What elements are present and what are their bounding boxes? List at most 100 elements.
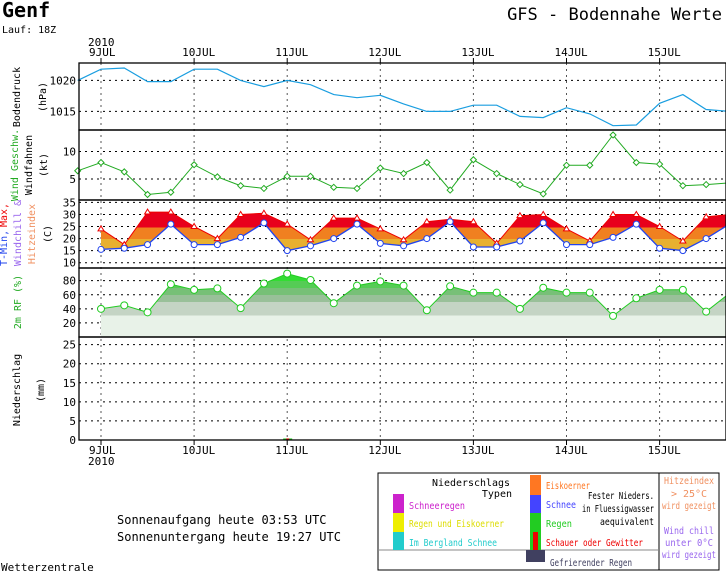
rh-point (539, 283, 548, 292)
rh-point (190, 285, 199, 294)
tmax-point (632, 210, 641, 217)
legend-item: Schneeregen (409, 501, 465, 512)
tmax-point (353, 214, 361, 221)
tmin-point (539, 219, 547, 227)
tmax-point (213, 234, 222, 242)
swatch-eiskoerner (530, 475, 541, 495)
wind-point (632, 158, 641, 167)
day-label-bottom: 10JUL (182, 444, 215, 457)
day-label-bottom: 12JUL (368, 444, 401, 457)
rh-point (399, 281, 408, 290)
day-label-bottom: 9JUL (89, 444, 116, 457)
tmin-point (353, 220, 361, 228)
wind-point (702, 180, 710, 189)
tmin-point (679, 247, 687, 255)
heat-note: wird gezeigt (662, 501, 716, 512)
tmin-point (167, 220, 175, 228)
source: Wetterzentrale (1, 561, 94, 573)
day-label-top: 9JUL (89, 46, 116, 59)
tmin-point (609, 233, 617, 241)
tmax-point (376, 224, 385, 232)
wind-point (679, 181, 687, 190)
tmax-point (166, 208, 175, 215)
pressure-panel-frame (78, 62, 726, 131)
swatch-bergland (393, 532, 404, 550)
precip-tick-label: 20 (63, 358, 76, 371)
rh-point (562, 288, 571, 297)
wind-point (97, 158, 105, 167)
wind-tick-label: 5 (69, 173, 76, 186)
tmax-point (562, 224, 571, 232)
temp-tick-label: 25 (63, 221, 76, 234)
legend-note: in Fluessigwasser (582, 504, 654, 515)
tmax-point (422, 217, 431, 225)
tmin-point (260, 219, 268, 227)
legend-item: Schnee (546, 500, 576, 511)
tmax-point (306, 235, 315, 243)
legend-item: Regen (546, 519, 572, 530)
precip-unit: (mm) (36, 378, 47, 402)
day-label-top: 10JUL (182, 46, 215, 59)
rh-tick-label: 80 (63, 275, 76, 288)
swatch-schnee (530, 495, 541, 513)
tmin-point (376, 239, 384, 247)
rh-point (120, 301, 129, 310)
rh-point (609, 311, 618, 320)
run-label: Lauf: 18Z (2, 25, 56, 36)
tmax-point (516, 211, 524, 219)
chart-title: GFS - Bodennahe Werte (507, 5, 722, 25)
rh-point (655, 285, 664, 294)
tmax-point (190, 222, 198, 230)
swatch-regen (530, 513, 541, 550)
rh-point (702, 307, 711, 316)
day-label-top: 14JUL (555, 46, 588, 59)
rh-point (678, 285, 687, 294)
tmin-point (656, 244, 664, 252)
rh-tick-label: 40 (63, 303, 76, 316)
swatch-schneeregen (393, 494, 404, 513)
wind-point (167, 188, 175, 196)
tmax-point (399, 235, 408, 243)
day-label-bottom: 14JUL (555, 444, 588, 457)
tmin-point (120, 244, 128, 252)
precip-panel-frame (78, 336, 726, 441)
wind-point (236, 181, 245, 190)
tmin-point (144, 241, 152, 249)
wind-point (516, 180, 524, 189)
wind-panel-frame (78, 129, 726, 201)
wind-point (190, 161, 198, 169)
wind-point (562, 161, 571, 169)
swatch-regen-eis (393, 513, 404, 532)
tmin-point (97, 245, 105, 253)
wind-line (77, 134, 726, 196)
rh-tick-label: 60 (63, 289, 76, 302)
tmax-point (469, 217, 478, 225)
legend-note: aequivalent (600, 517, 654, 528)
tmin-point (400, 242, 408, 250)
day-label-top: 15JUL (648, 46, 681, 59)
wind-point (143, 190, 152, 199)
rh-point (143, 308, 152, 317)
tmin-point (632, 220, 640, 228)
wind-point (399, 169, 408, 178)
rh-point (515, 304, 524, 313)
rh-point (97, 304, 105, 313)
legend-title-1: Niederschlags (432, 478, 510, 489)
wind-tick-label: 10 (63, 145, 76, 158)
rh-point (632, 294, 641, 303)
wind-point (376, 164, 385, 172)
rh-label: 2m RF (%) (13, 275, 24, 329)
day-label-bottom: 11JUL (275, 444, 308, 457)
wind-point (539, 190, 547, 198)
tmax-label: Max, (0, 203, 10, 227)
pressure-tick-label: 1015 (50, 105, 77, 118)
heat-note: > 25°C (671, 489, 707, 500)
tmin-label: T-Min, (0, 230, 10, 266)
heatindex-label: Hitzeindex (27, 204, 38, 264)
tmax-point (655, 222, 664, 230)
windbarb-label: Windfahnen (24, 135, 35, 195)
rh-point (376, 277, 385, 286)
city-name: Genf (2, 0, 50, 22)
day-axis: 9JUL 9JUL 10JUL 10JUL 11JUL 11JUL 12JUL 12JUL 13… (89, 46, 681, 457)
day-label-bottom: 13JUL (461, 444, 494, 457)
